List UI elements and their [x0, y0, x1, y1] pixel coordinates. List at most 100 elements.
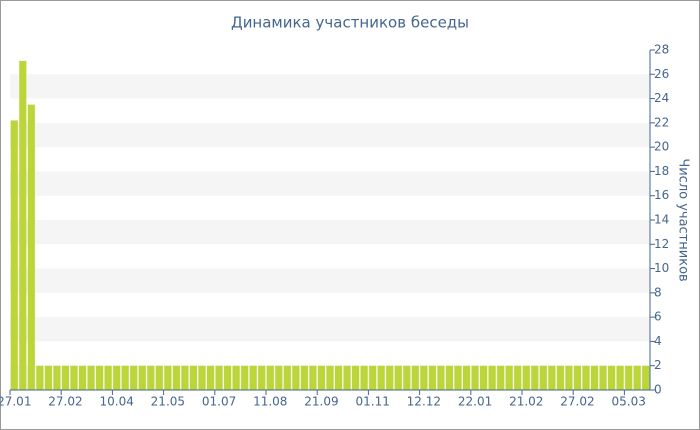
x-tick-label: 01.11 — [355, 395, 389, 409]
y-tick-label: 8 — [654, 285, 662, 299]
grid-band — [10, 74, 650, 99]
bar — [224, 365, 232, 390]
bar — [113, 365, 121, 390]
bar — [633, 365, 641, 390]
bar — [87, 365, 95, 390]
bar — [599, 365, 607, 390]
y-tick-label: 26 — [654, 67, 669, 81]
bar — [505, 365, 513, 390]
grid-band — [10, 122, 650, 148]
y-tick-label: 14 — [654, 213, 669, 227]
x-tick-label: 11.08 — [253, 395, 287, 409]
bar — [514, 365, 522, 390]
bar — [258, 365, 266, 390]
bar — [437, 365, 445, 390]
y-tick-label: 22 — [654, 115, 669, 129]
y-tick-label: 10 — [654, 261, 669, 275]
chart-title: Динамика участников беседы — [231, 14, 469, 32]
x-tick-label: 22.01 — [458, 395, 492, 409]
y-tick-label: 16 — [654, 188, 669, 202]
bar — [249, 365, 257, 390]
bar — [497, 365, 505, 390]
bar — [539, 365, 547, 390]
bar — [428, 365, 436, 390]
x-tick-label: 27.01 — [0, 395, 31, 409]
bar — [215, 365, 223, 390]
bar — [44, 365, 52, 390]
y-tick-label: 20 — [654, 140, 669, 154]
bar — [556, 365, 564, 390]
bar — [189, 365, 198, 390]
bar — [590, 365, 599, 390]
bar — [181, 365, 189, 390]
bar — [10, 120, 18, 390]
bar — [445, 365, 454, 390]
y-tick-label: 18 — [654, 164, 669, 178]
bar — [352, 365, 360, 390]
x-tick-label: 10.04 — [99, 395, 133, 409]
y-tick-label: 4 — [654, 334, 662, 348]
grid-band — [10, 171, 650, 196]
bar — [334, 365, 343, 390]
y-tick-label: 28 — [654, 43, 669, 57]
grid-band — [10, 220, 650, 245]
bar — [462, 365, 471, 390]
bar — [70, 365, 78, 390]
x-tick-label: 21.02 — [509, 395, 543, 409]
bar — [121, 365, 129, 390]
bar — [343, 365, 351, 390]
bar — [138, 365, 146, 390]
bar — [565, 365, 573, 390]
bar — [326, 365, 334, 390]
bar — [488, 365, 496, 390]
x-tick-label: 01.07 — [202, 395, 236, 409]
bar — [241, 365, 249, 390]
bar — [172, 365, 180, 390]
bar — [104, 365, 112, 390]
bar — [198, 365, 206, 390]
y-tick-label: 2 — [654, 358, 662, 372]
x-tick-label: 27.02 — [48, 395, 82, 409]
bar — [608, 365, 616, 390]
bar — [573, 365, 582, 390]
x-tick-label: 21.05 — [151, 395, 185, 409]
bar — [309, 365, 317, 390]
grid-band — [10, 317, 650, 342]
y-tick-label: 6 — [654, 310, 662, 324]
grid-band — [10, 268, 650, 293]
y-tick-label: 0 — [654, 383, 662, 397]
bar — [27, 104, 35, 391]
bar — [232, 365, 240, 390]
bar — [548, 365, 556, 390]
x-tick-label: 12.12 — [407, 395, 441, 409]
bar — [531, 365, 539, 390]
bar — [454, 365, 462, 390]
bar — [164, 365, 172, 390]
bar — [377, 365, 385, 390]
bar — [53, 365, 61, 390]
bar — [292, 365, 300, 390]
bar — [386, 365, 394, 390]
bar — [642, 365, 650, 390]
bar — [480, 365, 488, 390]
bar — [36, 365, 44, 390]
bar — [96, 365, 104, 390]
bar — [283, 365, 291, 390]
y-tick-label: 24 — [654, 91, 669, 105]
bar — [275, 365, 283, 390]
bar — [471, 365, 479, 390]
x-tick-label: 05.03 — [611, 395, 645, 409]
bar — [616, 365, 624, 390]
x-tick-label: 27.02 — [560, 395, 594, 409]
bar — [19, 60, 27, 391]
bar — [130, 365, 138, 390]
bar — [403, 365, 411, 390]
bar — [147, 365, 155, 390]
bar — [411, 365, 419, 390]
bar — [317, 365, 326, 390]
y-tick-label: 12 — [654, 237, 669, 251]
bar — [360, 365, 368, 390]
bar — [300, 365, 308, 390]
bar — [206, 365, 215, 390]
